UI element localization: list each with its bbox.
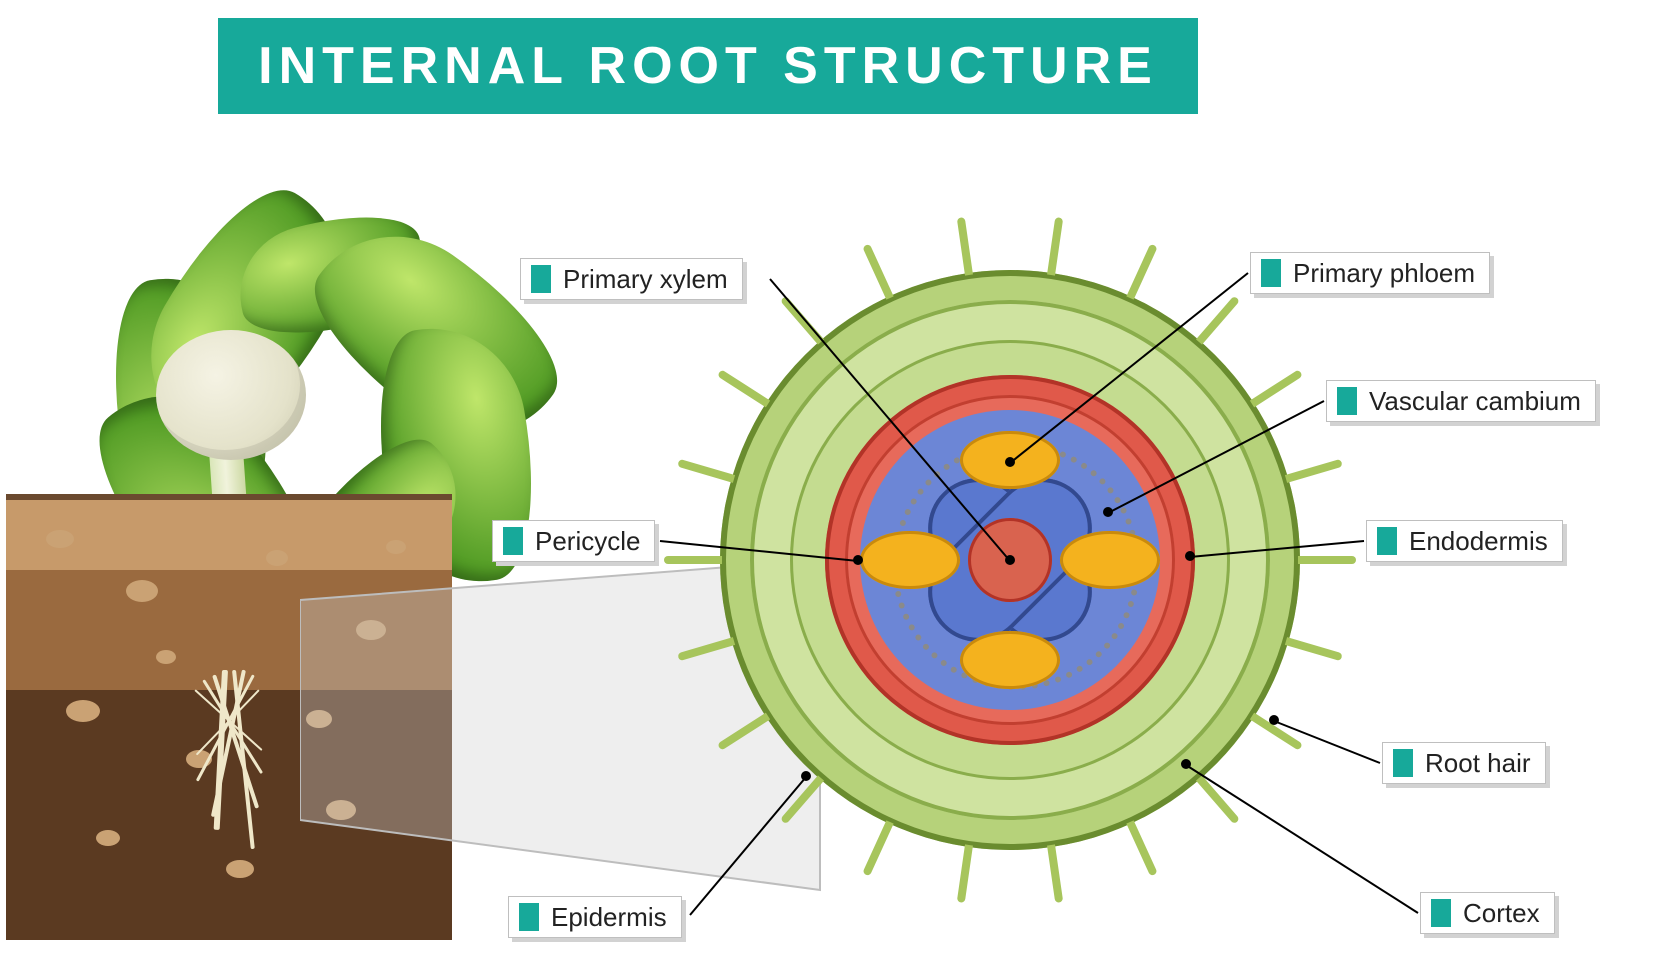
leader-dot (853, 555, 863, 565)
pebble (46, 530, 74, 548)
primary-phloem-pocket (1060, 531, 1160, 589)
root-hair (1298, 556, 1356, 564)
label-text: Vascular cambium (1369, 386, 1581, 417)
label-chip-icon (503, 527, 523, 555)
label-chip-icon (1393, 749, 1413, 777)
label-chip-icon (531, 265, 551, 293)
pebble (386, 540, 406, 554)
plant-head (156, 330, 306, 460)
primary-phloem-pocket (860, 531, 960, 589)
label-cortex: Cortex (1420, 892, 1555, 934)
label-chip-icon (1337, 387, 1357, 415)
leader-dot (1181, 759, 1191, 769)
leader-dot (1269, 715, 1279, 725)
title-banner: INTERNAL ROOT STRUCTURE (218, 18, 1198, 114)
root-hair (664, 556, 722, 564)
leader-dot (1103, 507, 1113, 517)
label-text: Pericycle (535, 526, 640, 557)
label-text: Endodermis (1409, 526, 1548, 557)
pebble (266, 550, 288, 566)
label-text: Root hair (1425, 748, 1531, 779)
plant-block (6, 130, 452, 940)
label-endodermis: Endodermis (1366, 520, 1563, 562)
label-pericycle: Pericycle (492, 520, 655, 562)
label-primary-xylem: Primary xylem (520, 258, 743, 300)
pebble (306, 710, 332, 728)
label-chip-icon (1261, 259, 1281, 287)
pebble (226, 860, 254, 878)
leader-dot (1005, 555, 1015, 565)
label-primary-phloem: Primary phloem (1250, 252, 1490, 294)
label-text: Primary phloem (1293, 258, 1475, 289)
label-text: Epidermis (551, 902, 667, 933)
leader-dot (801, 771, 811, 781)
label-epidermis: Epidermis (508, 896, 682, 938)
pebble (326, 800, 356, 820)
label-chip-icon (1431, 899, 1451, 927)
label-chip-icon (1377, 527, 1397, 555)
primary-phloem-pocket (960, 631, 1060, 689)
label-root-hair: Root hair (1382, 742, 1546, 784)
pebble (356, 620, 386, 640)
label-vascular-cambium: Vascular cambium (1326, 380, 1596, 422)
leader-dot (1185, 551, 1195, 561)
label-text: Cortex (1463, 898, 1540, 929)
pebble (126, 580, 158, 602)
pebble (156, 650, 176, 664)
label-text: Primary xylem (563, 264, 728, 295)
pebble (96, 830, 120, 846)
pebble (66, 700, 100, 722)
leader-dot (1005, 457, 1015, 467)
title-text: INTERNAL ROOT STRUCTURE (258, 36, 1158, 96)
label-chip-icon (519, 903, 539, 931)
